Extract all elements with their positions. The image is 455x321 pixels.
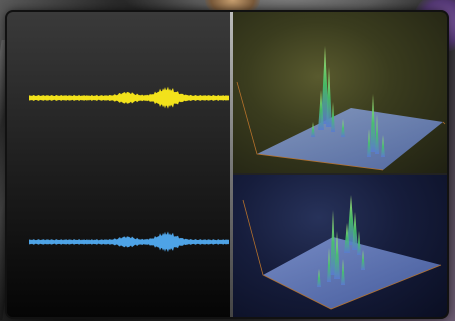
- spectrum-splitter[interactable]: [233, 173, 447, 175]
- channel-2-waveform: [29, 231, 229, 253]
- spectral-peak: [311, 122, 315, 137]
- spectral-peak: [352, 212, 358, 250]
- spectrum-top-peaks: [311, 46, 385, 157]
- spectrum-top-3d-plot[interactable]: [233, 12, 447, 174]
- channel-1-waveform: [29, 86, 229, 109]
- spectral-peak: [381, 135, 385, 157]
- monitor-screen: [7, 12, 447, 317]
- spectral-peak: [331, 102, 335, 132]
- spectral-peak: [317, 269, 321, 287]
- panel-splitter[interactable]: [230, 12, 233, 317]
- spectrum-panel-bottom: [233, 175, 447, 317]
- spectral-peak: [318, 90, 324, 130]
- spectral-peak: [367, 129, 371, 157]
- spectral-peak: [341, 259, 345, 285]
- spectrum-bottom-3d-plot[interactable]: [233, 175, 447, 317]
- spectral-peak: [326, 67, 332, 127]
- spectral-peak: [357, 231, 361, 255]
- spectrum-bottom-peaks: [317, 195, 365, 287]
- spectral-peak: [370, 94, 376, 152]
- spectral-peak: [334, 231, 340, 279]
- waveform-plot[interactable]: [7, 12, 230, 317]
- spectral-peak: [341, 119, 345, 137]
- spectral-peak: [361, 250, 365, 270]
- spectral-peak: [375, 114, 379, 154]
- spectral-peak: [327, 248, 331, 282]
- spectral-peak: [344, 223, 350, 253]
- spectrum-panel-top: [233, 12, 447, 174]
- spectral-peak: [347, 195, 355, 245]
- spectral-peak: [321, 46, 329, 124]
- waveform-panel: [7, 12, 230, 317]
- spectral-peak: [330, 210, 336, 275]
